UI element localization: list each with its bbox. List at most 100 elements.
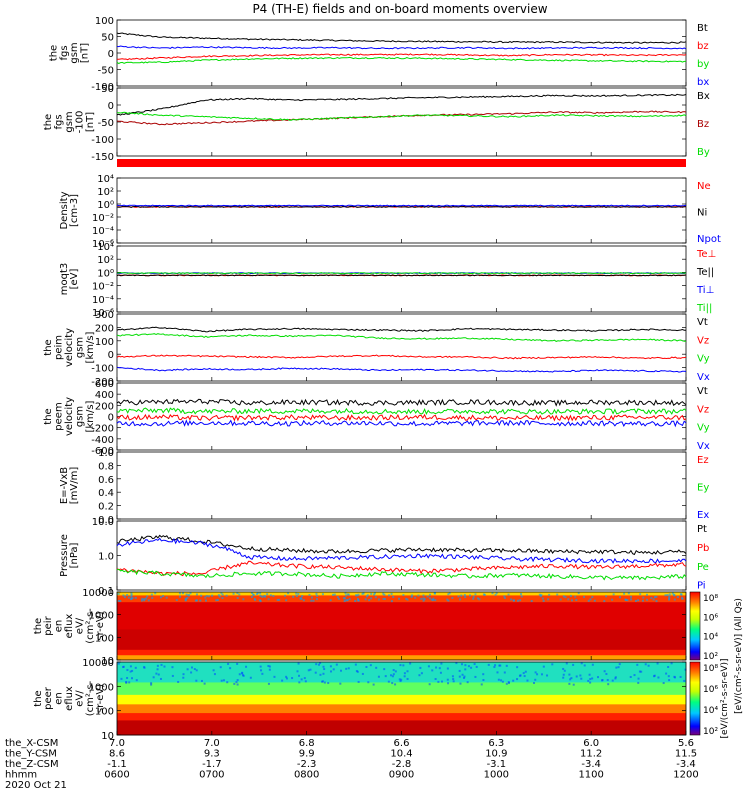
y-tick-label: 1000 [89,682,114,693]
heatmap-cell [542,599,545,602]
heatmap-cell [491,592,494,595]
heatmap-cell [482,678,485,681]
y-axis-label: peir [43,615,54,635]
y-axis-label: the [33,690,44,706]
heatmap-cell [607,683,610,686]
heatmap-cell [664,594,667,597]
heatmap-cell [370,592,373,595]
heatmap-cell [446,667,449,670]
heatmap-cell [551,663,554,666]
y-axis-label: gsm [74,337,85,358]
heatmap-cell [377,675,380,678]
y-axis-label: (cm²-s- [85,680,96,716]
y-tick-label: 10² [97,187,114,198]
legend-entry: Npot [697,234,721,245]
heatmap-cell [129,670,132,673]
y-axis-label: Pressure [59,534,70,577]
heatmap-cell [256,592,259,595]
heatmap-cell [583,664,586,667]
colorbar-tick-label: 10² [703,727,718,737]
heatmap-cell [636,663,639,666]
heatmap-cell [645,593,648,596]
heatmap-cell [382,597,385,600]
heatmap-cell [315,663,318,666]
heatmap-cell [235,681,238,684]
heatmap-cell [524,670,527,673]
y-axis-label: the [33,618,44,634]
heatmap-cell [458,675,461,678]
heatmap-cell [437,680,440,683]
heatmap-cell [626,599,629,602]
heatmap-cell [570,599,573,602]
heatmap-cell [151,596,154,599]
y-axis-label: the [43,408,54,424]
y-tick-label: 10⁴ [97,174,114,185]
heatmap-cell [460,663,463,666]
heatmap-cell [364,598,367,601]
heatmap-cell [574,595,577,598]
y-tick-label: 10.0 [92,517,114,528]
heatmap-cell [673,598,676,601]
heatmap-cell [296,670,299,673]
heatmap-cell [414,596,417,599]
heatmap-cell [361,592,364,595]
heatmap-cell [432,597,435,600]
legend-entry: Ti|| [696,303,712,314]
heatmap-cell [417,594,420,597]
heatmap-cell [593,599,596,602]
heatmap-cell [145,597,148,600]
heatmap-cell [391,682,394,685]
legend-entry: Vx [697,372,710,383]
heatmap-cell [634,599,637,602]
heatmap-cell [260,669,263,672]
heatmap-cell [143,599,146,602]
heatmap-cell [466,681,469,684]
heatmap-cell [135,679,138,682]
heatmap-cell [493,666,496,669]
heatmap-cell [666,594,669,597]
heatmap-cell [187,594,190,597]
heatmap-cell [242,598,245,601]
heatmap-band [117,694,686,705]
heatmap-cell [152,676,155,679]
heatmap-cell [163,665,166,668]
heatmap-cell [131,669,134,672]
heatmap-cell [572,663,575,666]
series-line-Vz [116,413,687,422]
figure-title: P4 (TH-E) fields and on-board moments ov… [252,2,547,16]
heatmap-cell [447,599,450,602]
y-axis-label: velocity [64,397,75,436]
heatmap-cell [141,597,144,600]
heatmap-cell [181,592,184,595]
heatmap-cell [398,597,401,600]
heatmap-cell [339,682,342,685]
heatmap-cell [641,599,644,602]
heatmap-cell [589,678,592,681]
y-axis-label: sr-eV) [95,611,106,640]
heatmap-cell [464,664,467,667]
heatmap-cell [580,677,583,680]
x-axis-value: 10.9 [485,749,507,760]
heatmap-cell [606,679,609,682]
heatmap-cell [657,676,660,679]
series-line-Vy [116,333,686,342]
y-tick-label: 0.2 [98,502,114,513]
heatmap-cell [130,592,133,595]
heatmap-cell [267,664,270,667]
heatmap-cell [676,596,679,599]
y-axis-label: [nPa] [69,542,80,568]
heatmap-cell [469,594,472,597]
colorbar-tick-label: 10⁶ [703,613,718,623]
legend-entry: Ez [697,455,709,466]
heatmap-cell [238,593,241,596]
x-axis-value: -3.4 [581,759,601,770]
heatmap-cell [150,593,153,596]
y-tick-label: -200 [91,424,114,435]
y-tick-label: 10⁰ [97,200,114,211]
legend-entry: Vt [697,317,708,328]
series-line-Pe [116,568,687,581]
heatmap-cell [548,593,551,596]
heatmap-cell [250,592,253,595]
heatmap-cell [298,674,301,677]
heatmap-cell [217,594,220,597]
